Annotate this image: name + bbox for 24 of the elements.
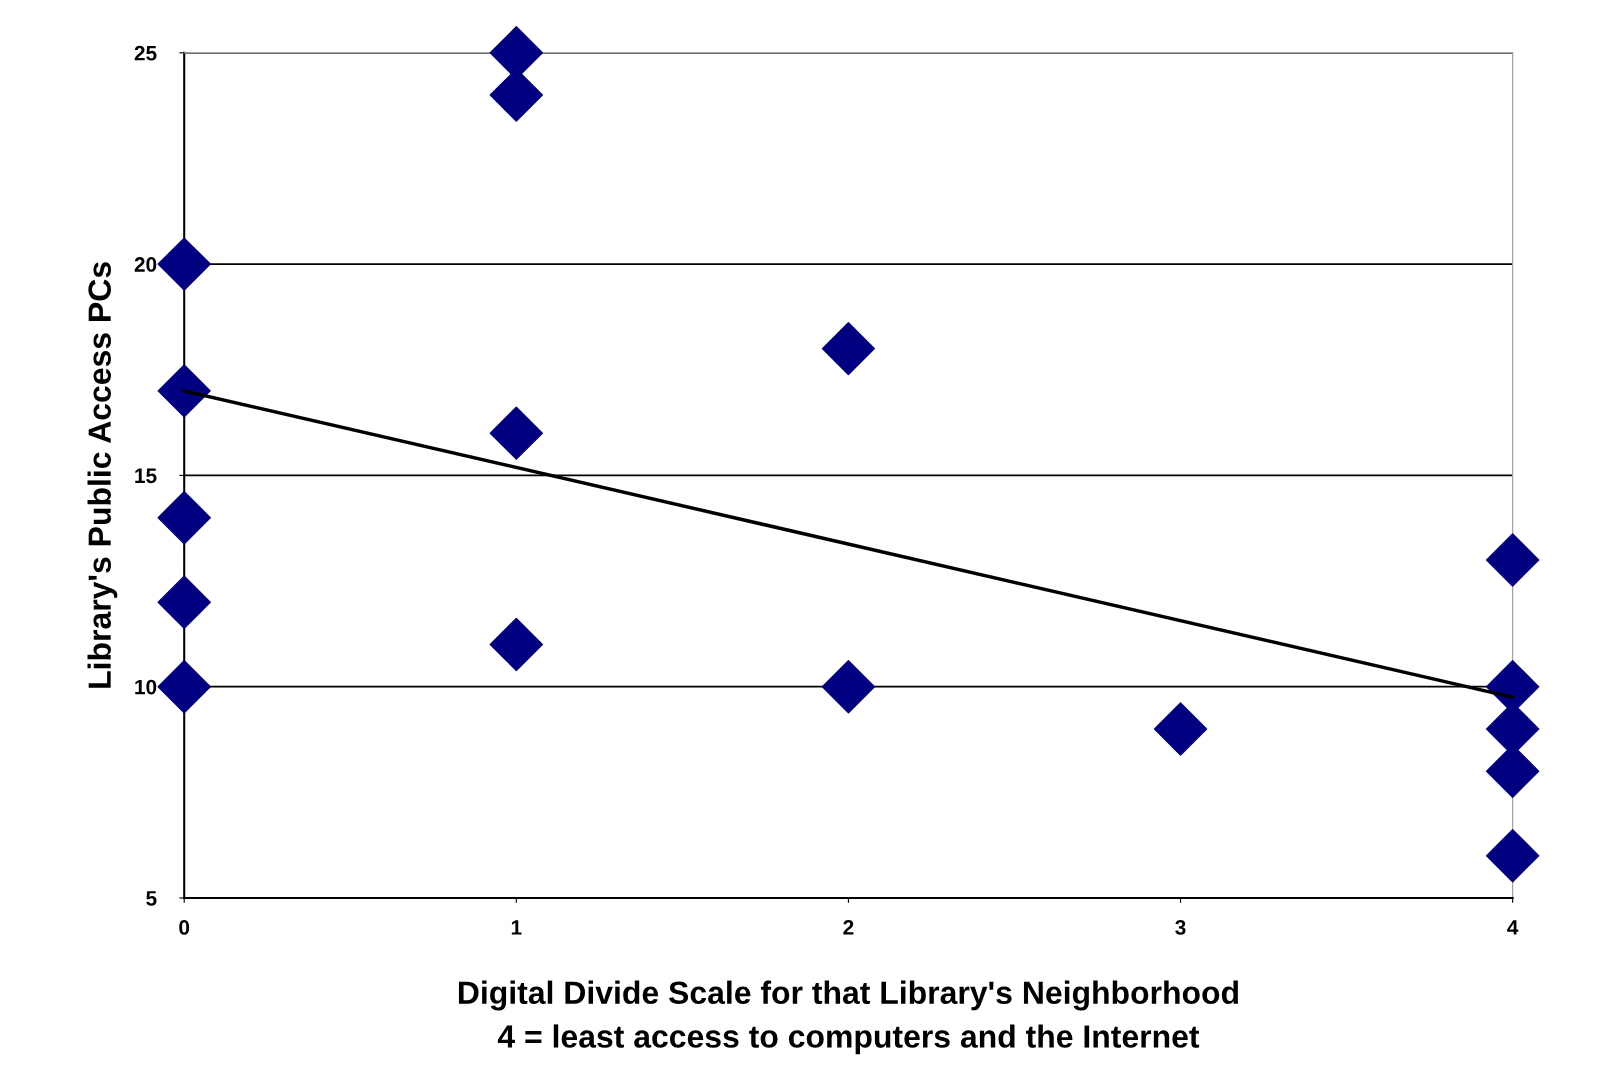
x-tick-label: 0 — [179, 920, 190, 935]
point — [1153, 702, 1208, 756]
point — [157, 660, 211, 714]
x-tick-label: 4 — [1507, 920, 1519, 935]
x-tick-label: 1 — [511, 920, 522, 935]
point — [489, 617, 543, 672]
y-axis-title: Library's Public Access PCs — [87, 262, 118, 688]
x-axis-title: Digital Divide Scale for that Library's Neighborhood 4 = least access to computers and the Internet — [458, 980, 1238, 1055]
point — [157, 490, 211, 545]
y-tick-label: 20 — [134, 257, 157, 272]
point — [1485, 829, 1540, 883]
point — [157, 237, 211, 291]
point — [1485, 533, 1540, 587]
point — [489, 406, 543, 460]
point — [157, 364, 211, 418]
y-tick-label: 25 — [134, 45, 157, 61]
x-tick-label: 3 — [1175, 920, 1186, 935]
y-tick-label: 5 — [146, 891, 157, 906]
point — [821, 660, 876, 714]
y-tick-label: 15 — [135, 468, 157, 484]
point — [157, 575, 211, 629]
point — [821, 321, 876, 376]
x-tick-label: 2 — [843, 920, 854, 935]
y-tick-label: 10 — [135, 679, 157, 695]
